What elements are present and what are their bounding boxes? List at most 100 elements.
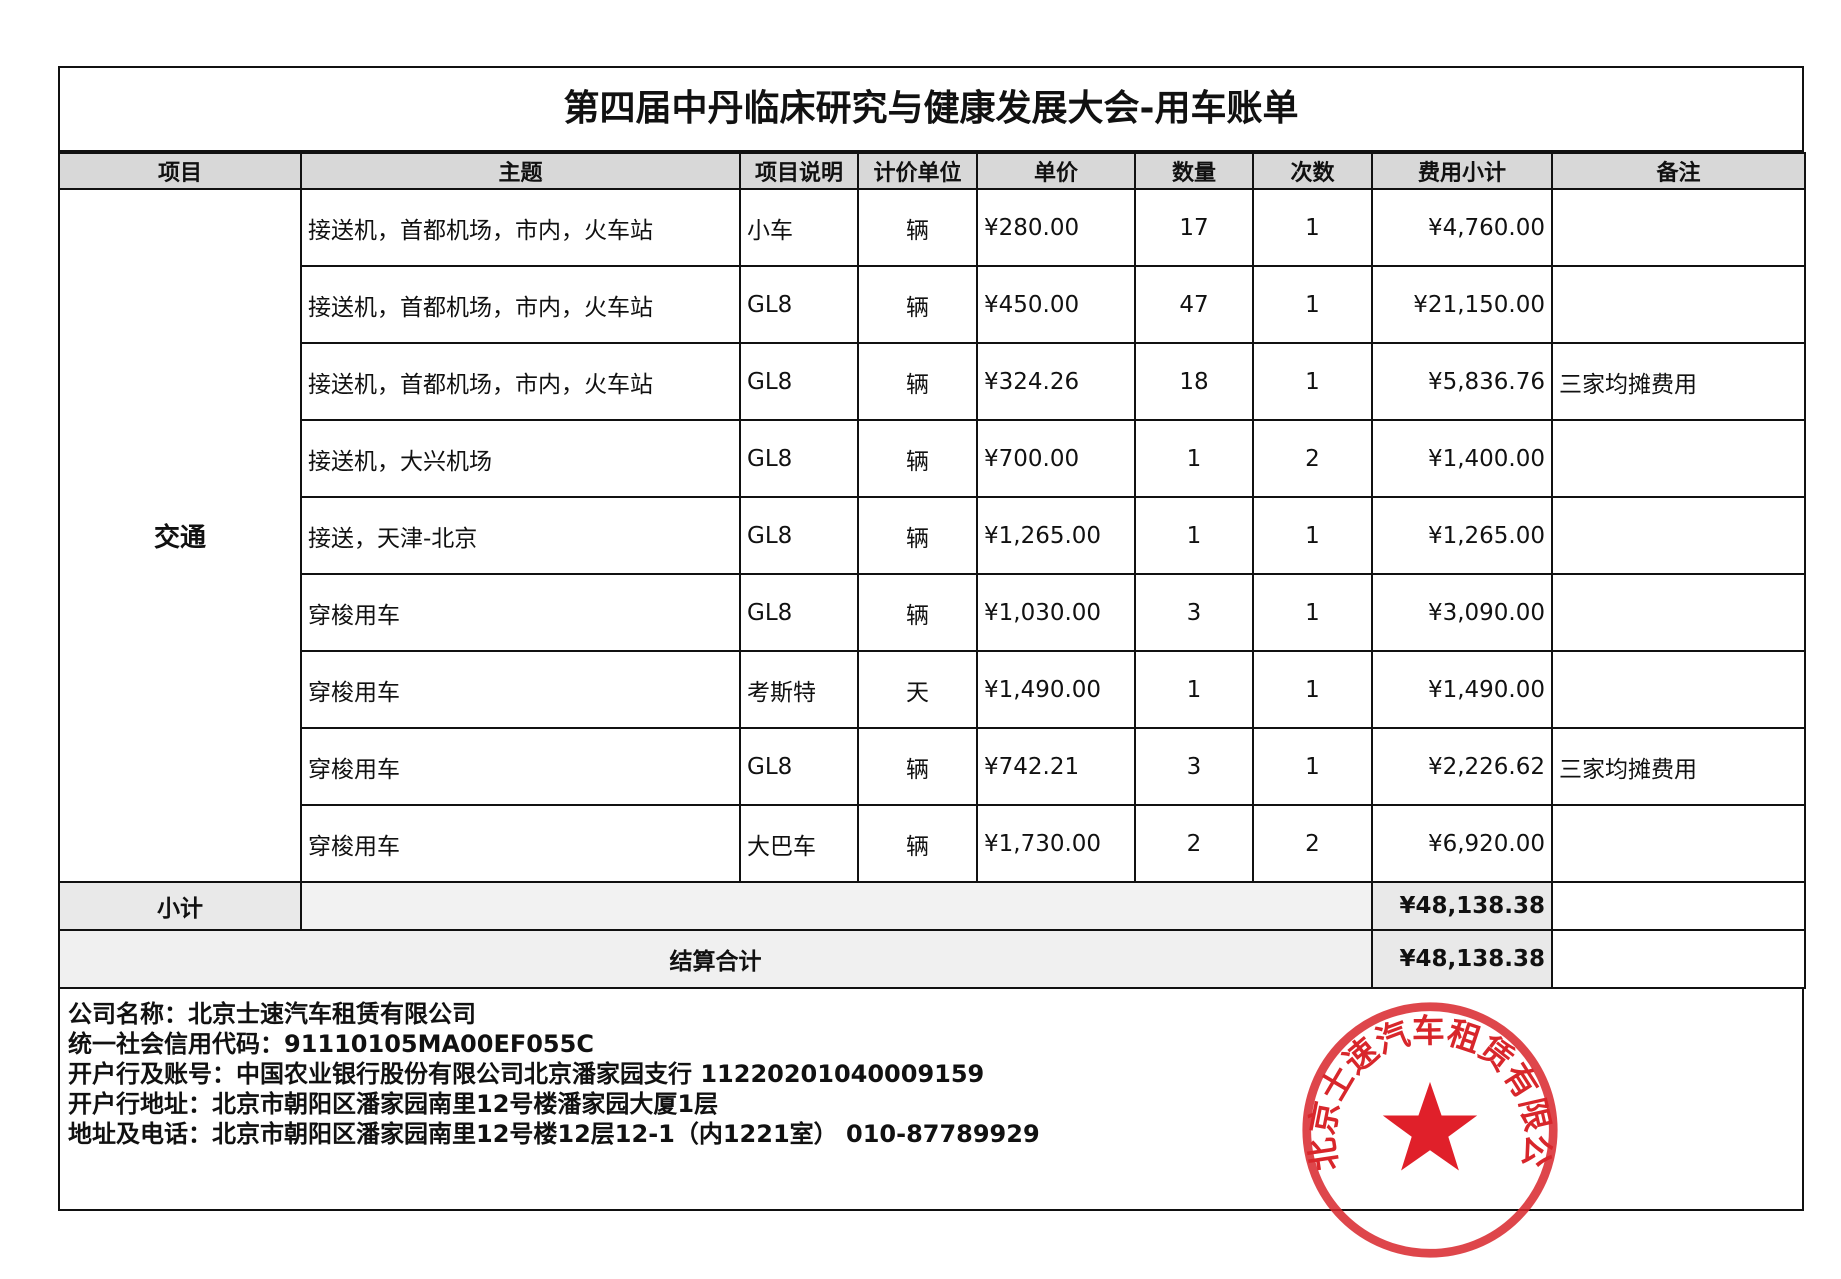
cell-unit: 天 [857, 650, 978, 729]
table-row: 接送机，大兴机场 GL8 辆 ¥700.00 1 2 ¥1,400.00 [59, 419, 1806, 498]
cell-times: 1 [1252, 650, 1373, 729]
total-value: ¥48,138.38 [1371, 929, 1553, 989]
info-line: 开户行及账号：中国农业银行股份有限公司北京潘家园支行 1122020104000… [68, 1060, 985, 1088]
cell-unit: 辆 [857, 804, 978, 883]
cell-times: 2 [1252, 804, 1373, 883]
cell-times: 1 [1252, 188, 1373, 267]
cell-price: ¥1,730.00 [976, 804, 1136, 883]
cell-qty: 47 [1134, 265, 1254, 344]
cell-price: ¥742.21 [976, 727, 1136, 806]
cell-subtotal: ¥4,760.00 [1371, 188, 1553, 267]
cell-unit: 辆 [857, 188, 978, 267]
cell-subtotal: ¥5,836.76 [1371, 342, 1553, 421]
column-header: 费用小计 [1371, 152, 1553, 190]
total-note [1551, 929, 1806, 989]
cell-subtotal: ¥6,920.00 [1371, 804, 1553, 883]
cell-topic: 接送，天津-北京 [300, 496, 741, 575]
info-line: 统一社会信用代码：91110105MA00EF055C [68, 1030, 594, 1058]
column-header: 数量 [1134, 152, 1254, 190]
cell-desc: GL8 [739, 419, 859, 498]
table-row: 穿梭用车 GL8 辆 ¥742.21 3 1 ¥2,226.62 三家均摊费用 [59, 727, 1806, 806]
cell-price: ¥1,030.00 [976, 573, 1136, 652]
cell-topic: 穿梭用车 [300, 573, 741, 652]
table-row: 接送机，首都机场，市内，火车站 GL8 辆 ¥324.26 18 1 ¥5,836.76 三家… [59, 342, 1806, 421]
column-header: 单价 [976, 152, 1136, 190]
cell-qty: 3 [1134, 727, 1254, 806]
cell-times: 1 [1252, 342, 1373, 421]
title-box: 第四届中丹临床研究与健康发展大会-用车账单 [58, 66, 1804, 152]
cell-desc: 小车 [739, 188, 859, 267]
cell-desc: 大巴车 [739, 804, 859, 883]
cell-desc: GL8 [739, 573, 859, 652]
subtotal-spacer [300, 881, 1373, 931]
subtotal-label: 小计 [58, 881, 302, 931]
company-info: 公司名称：北京士速汽车租赁有限公司 统一社会信用代码：91110105MA00EF… [58, 989, 1804, 1211]
cell-desc: GL8 [739, 727, 859, 806]
cell-note: 三家均摊费用 [1551, 342, 1806, 421]
info-line: 地址及电话：北京市朝阳区潘家园南里12号楼12层12-1（内1221室） 010… [68, 1120, 1040, 1148]
cell-topic: 穿梭用车 [300, 804, 741, 883]
cell-topic: 接送机，首都机场，市内，火车站 [300, 188, 741, 267]
cell-subtotal: ¥21,150.00 [1371, 265, 1553, 344]
column-header: 项目 [58, 152, 302, 190]
bill-table: 项目 主题 项目说明 计价单位 单价 数量 次数 费用小计 备注 交通 接送机，首都机场，市内，火… [58, 152, 1806, 989]
cell-subtotal: ¥2,226.62 [1371, 727, 1553, 806]
cell-note [1551, 188, 1806, 267]
cell-note [1551, 573, 1806, 652]
cell-qty: 17 [1134, 188, 1254, 267]
cell-note [1551, 265, 1806, 344]
header-row: 项目 主题 项目说明 计价单位 单价 数量 次数 费用小计 备注 [58, 152, 1806, 190]
cell-topic: 接送机，首都机场，市内，火车站 [300, 342, 741, 421]
category-cell: 交通 [58, 188, 302, 883]
cell-price: ¥450.00 [976, 265, 1136, 344]
cell-subtotal: ¥1,490.00 [1371, 650, 1553, 729]
cell-unit: 辆 [857, 573, 978, 652]
cell-qty: 18 [1134, 342, 1254, 421]
cell-unit: 辆 [857, 342, 978, 421]
column-header: 项目说明 [739, 152, 859, 190]
column-header: 主题 [300, 152, 741, 190]
cell-price: ¥280.00 [976, 188, 1136, 267]
table-row: 接送，天津-北京 GL8 辆 ¥1,265.00 1 1 ¥1,265.00 [59, 496, 1806, 575]
cell-subtotal: ¥1,265.00 [1371, 496, 1553, 575]
cell-topic: 接送机，大兴机场 [300, 419, 741, 498]
cell-unit: 辆 [857, 727, 978, 806]
page-title: 第四届中丹临床研究与健康发展大会-用车账单 [60, 68, 1802, 152]
cell-note [1551, 496, 1806, 575]
cell-topic: 穿梭用车 [300, 727, 741, 806]
subtotal-note [1551, 881, 1806, 931]
total-row: 结算合计 ¥48,138.38 [58, 929, 1806, 989]
cell-subtotal: ¥1,400.00 [1371, 419, 1553, 498]
cell-qty: 1 [1134, 419, 1254, 498]
cell-times: 1 [1252, 727, 1373, 806]
column-header: 备注 [1551, 152, 1806, 190]
info-line: 开户行地址：北京市朝阳区潘家园南里12号楼潘家园大厦1层 [68, 1090, 719, 1118]
cell-qty: 3 [1134, 573, 1254, 652]
cell-desc: GL8 [739, 342, 859, 421]
cell-qty: 1 [1134, 650, 1254, 729]
subtotal-value: ¥48,138.38 [1371, 881, 1553, 931]
table-row: 交通 接送机，首都机场，市内，火车站 小车辆 ¥280.00 17 1 ¥4,760.00 [58, 188, 1806, 883]
cell-note [1551, 650, 1806, 729]
cell-unit: 辆 [857, 496, 978, 575]
cell-topic: 接送机，首都机场，市内，火车站 [300, 265, 741, 344]
cell-note: 三家均摊费用 [1551, 727, 1806, 806]
table-row: 穿梭用车 大巴车辆 ¥1,730.00 2 2 ¥6,920.00 [59, 804, 1806, 883]
column-header: 次数 [1252, 152, 1373, 190]
table-row: 接送机，首都机场，市内，火车站 GL8 辆 ¥450.00 47 1 ¥21,150.00 [59, 265, 1806, 344]
cell-times: 1 [1252, 265, 1373, 344]
cell-desc: GL8 [739, 265, 859, 344]
cell-qty: 1 [1134, 496, 1254, 575]
invoice-sheet: 第四届中丹临床研究与健康发展大会-用车账单 项目 主题 项目说明 计价单位 单价 数量 次数… [58, 66, 1806, 1211]
cell-unit: 辆 [857, 265, 978, 344]
table-row: 穿梭用车 考斯特天 ¥1,490.00 1 1 ¥1,490.00 [59, 650, 1806, 729]
column-header: 计价单位 [857, 152, 978, 190]
cell-times: 1 [1252, 573, 1373, 652]
cell-topic: 穿梭用车 [300, 650, 741, 729]
cell-subtotal: ¥3,090.00 [1371, 573, 1553, 652]
info-line: 公司名称：北京士速汽车租赁有限公司 [68, 1000, 476, 1028]
cell-price: ¥324.26 [976, 342, 1136, 421]
cell-desc: 考斯特 [739, 650, 859, 729]
cell-price: ¥700.00 [976, 419, 1136, 498]
cell-times: 2 [1252, 419, 1373, 498]
